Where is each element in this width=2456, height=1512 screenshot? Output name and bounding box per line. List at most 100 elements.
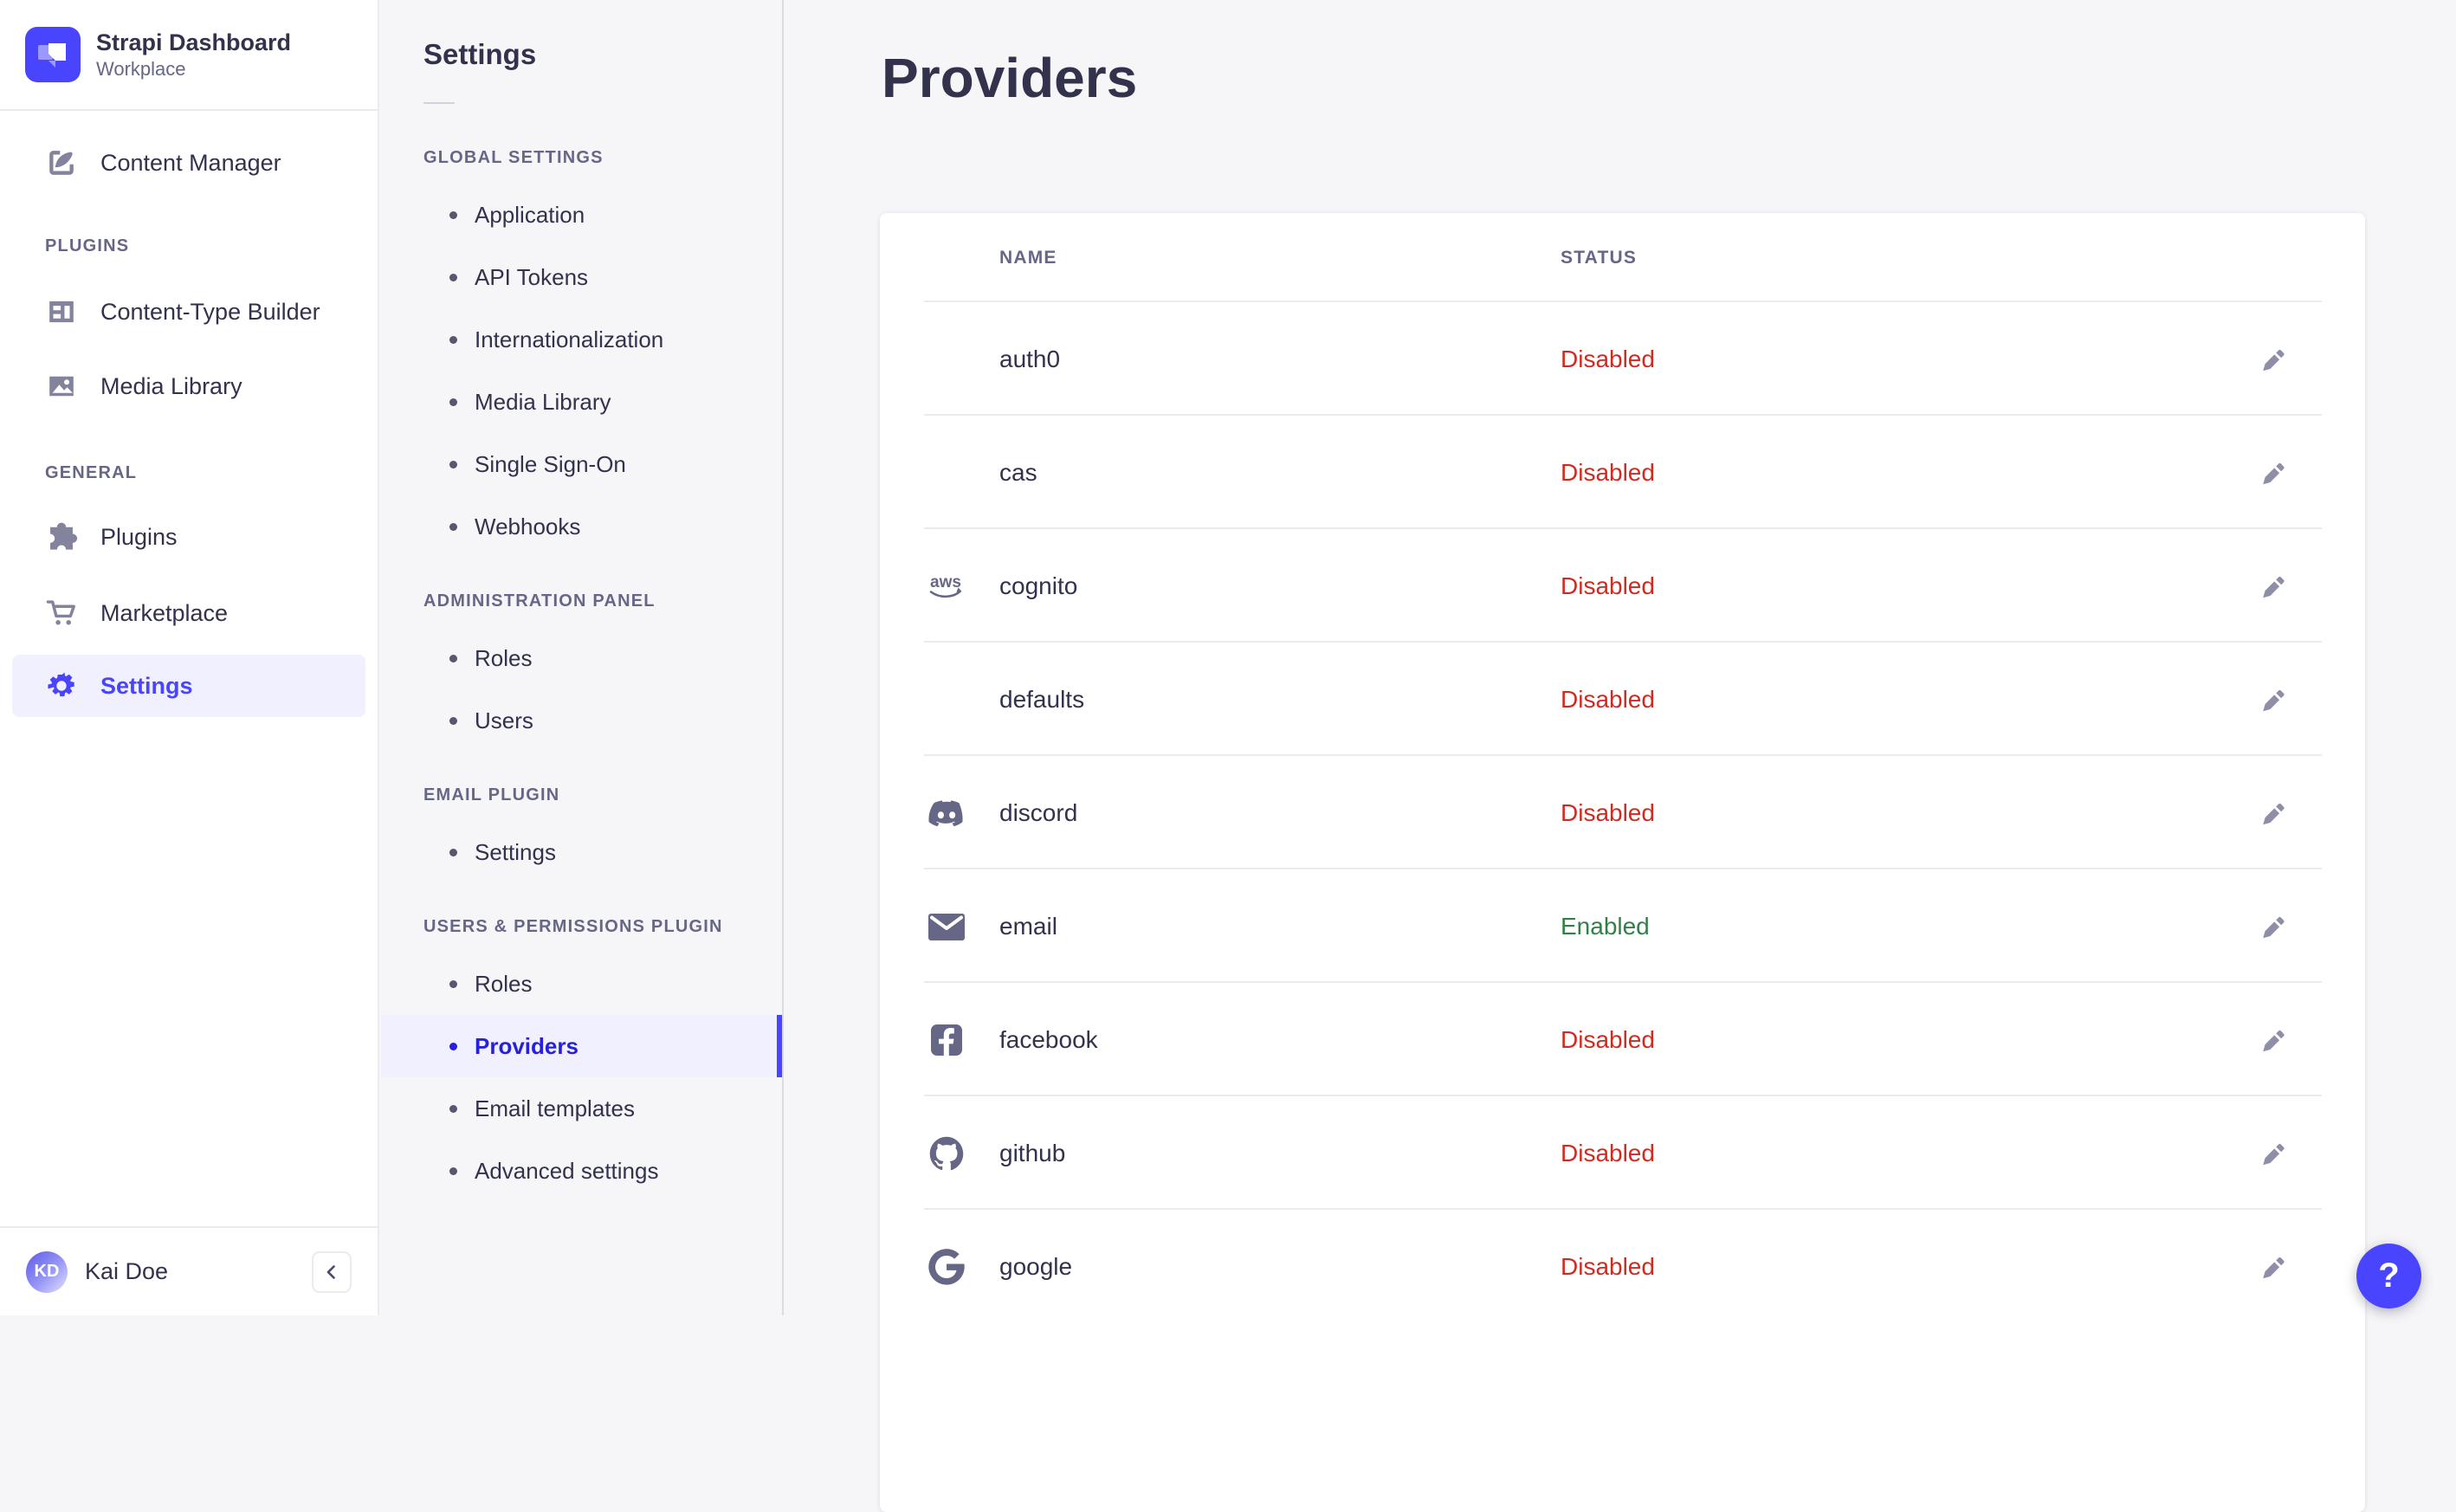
subnav-item-label: Application xyxy=(475,202,585,229)
column-header-name: NAME xyxy=(999,248,1561,268)
provider-name: defaults xyxy=(999,686,1561,714)
provider-name: github xyxy=(999,1140,1561,1167)
bullet-icon xyxy=(449,336,457,344)
sidebar-item-label: Content-Type Builder xyxy=(100,299,320,326)
svg-text:aws: aws xyxy=(930,573,961,591)
provider-status: Disabled xyxy=(1561,1026,1655,1054)
sidebar-item-media-library[interactable]: Media Library xyxy=(12,355,365,417)
edit-provider-button[interactable] xyxy=(2251,1018,2296,1063)
provider-status: Disabled xyxy=(1561,459,1655,487)
chevron-left-icon xyxy=(321,1262,342,1283)
edit-icon xyxy=(2259,345,2288,374)
edit-provider-button[interactable] xyxy=(2251,337,2296,382)
subnav-item-single-sign-on[interactable]: Single Sign-On xyxy=(381,433,782,495)
subnav-item-application[interactable]: Application xyxy=(381,184,782,246)
subnav-item-settings[interactable]: Settings xyxy=(381,821,782,883)
subnav-item-users[interactable]: Users xyxy=(381,689,782,752)
subnav-item-media-library[interactable]: Media Library xyxy=(381,371,782,433)
subnav-item-label: Internationalization xyxy=(475,326,663,353)
provider-name: auth0 xyxy=(999,346,1561,373)
sidebar-section-plugins: PLUGINS xyxy=(12,229,365,263)
plugins-icon xyxy=(45,520,78,553)
bullet-icon xyxy=(449,274,457,281)
workspace-subtitle: Workplace xyxy=(96,57,291,81)
bullet-icon xyxy=(449,523,457,531)
subnav-item-email-templates[interactable]: Email templates xyxy=(381,1077,782,1140)
table-header-row: NAME STATUS xyxy=(880,213,2365,302)
bullet-icon xyxy=(449,461,457,468)
edit-provider-button[interactable] xyxy=(2251,1244,2296,1289)
question-icon: ? xyxy=(2378,1257,2399,1296)
user-row: KD Kai Doe xyxy=(0,1226,378,1315)
subnav-item-label: Users xyxy=(475,708,533,734)
provider-name: cas xyxy=(999,459,1561,487)
edit-icon xyxy=(2259,685,2288,714)
provider-status: Disabled xyxy=(1561,799,1655,827)
edit-icon xyxy=(2259,572,2288,601)
workspace-brand[interactable]: Strapi Dashboard Workplace xyxy=(0,0,378,111)
edit-icon xyxy=(2259,458,2288,488)
provider-name: facebook xyxy=(999,1026,1561,1054)
edit-provider-button[interactable] xyxy=(2251,677,2296,722)
provider-status: Disabled xyxy=(1561,1253,1655,1281)
discord-icon xyxy=(926,794,967,832)
bullet-icon xyxy=(449,717,457,725)
subnav-section-users-permissions-plugin: USERS & PERMISSIONS PLUGIN xyxy=(381,909,782,944)
edit-provider-button[interactable] xyxy=(2251,450,2296,495)
bullet-icon xyxy=(449,1167,457,1175)
bullet-icon xyxy=(449,655,457,662)
subnav-item-label: Roles xyxy=(475,645,532,672)
subnav-item-roles[interactable]: Roles xyxy=(381,953,782,1015)
sidebar-item-content-manager[interactable]: Content Manager xyxy=(12,132,365,194)
aws-icon: aws xyxy=(926,567,967,605)
sidebar-section-general: GENERAL xyxy=(12,456,365,490)
column-header-status: STATUS xyxy=(1561,248,1637,268)
subnav-item-internationalization[interactable]: Internationalization xyxy=(381,308,782,371)
subnav-item-advanced-settings[interactable]: Advanced settings xyxy=(381,1140,782,1202)
sidebar-item-content-type-builder[interactable]: Content-Type Builder xyxy=(12,281,365,343)
collapse-sidebar-button[interactable] xyxy=(312,1251,352,1293)
edit-provider-button[interactable] xyxy=(2251,904,2296,949)
avatar[interactable]: KD xyxy=(26,1251,68,1293)
bullet-icon xyxy=(449,398,457,406)
edit-provider-button[interactable] xyxy=(2251,564,2296,609)
page-title: Providers xyxy=(882,45,2456,111)
sidebar-item-label: Content Manager xyxy=(100,150,281,177)
content-manager-icon xyxy=(45,146,78,179)
edit-provider-button[interactable] xyxy=(2251,791,2296,836)
subnav-item-webhooks[interactable]: Webhooks xyxy=(381,495,782,558)
edit-icon xyxy=(2259,798,2288,828)
subnav-item-api-tokens[interactable]: API Tokens xyxy=(381,246,782,308)
subnav-item-label: Roles xyxy=(475,971,532,998)
user-name: Kai Doe xyxy=(85,1258,168,1285)
sidebar-item-marketplace[interactable]: Marketplace xyxy=(12,582,365,644)
sidebar-item-settings[interactable]: Settings xyxy=(12,655,365,717)
provider-name: cognito xyxy=(999,572,1561,600)
provider-status: Disabled xyxy=(1561,1140,1655,1167)
provider-name: discord xyxy=(999,799,1561,827)
bullet-icon xyxy=(449,1043,457,1050)
subnav-item-label: Providers xyxy=(475,1033,578,1060)
edit-provider-button[interactable] xyxy=(2251,1131,2296,1176)
content-type-builder-icon xyxy=(45,295,78,328)
help-button[interactable]: ? xyxy=(2356,1244,2421,1308)
subnav-item-providers[interactable]: Providers xyxy=(381,1015,782,1077)
bullet-icon xyxy=(449,849,457,856)
subnav-item-list: Settings xyxy=(381,821,782,883)
sidebar-item-plugins[interactable]: Plugins xyxy=(12,506,365,568)
bullet-icon xyxy=(449,980,457,988)
subnav-item-roles[interactable]: Roles xyxy=(381,627,782,689)
